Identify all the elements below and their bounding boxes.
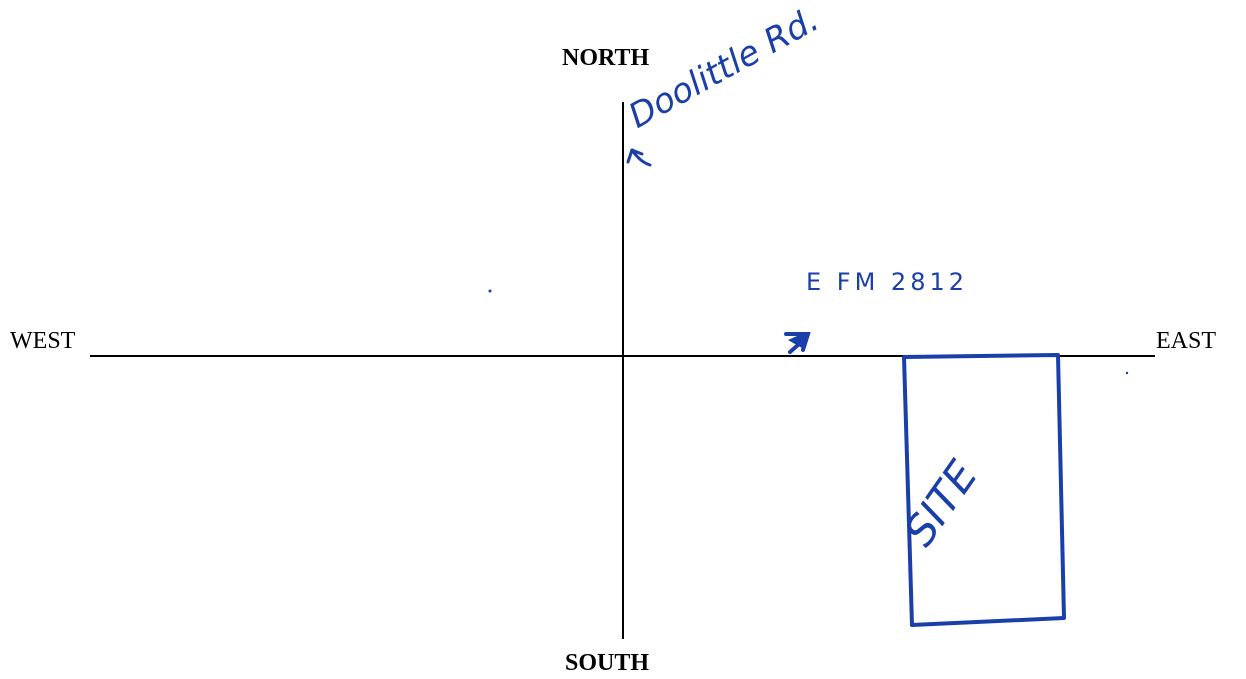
east-label: EAST [1156, 328, 1216, 354]
north-label: NORTH [562, 45, 650, 71]
ink-speck [488, 289, 492, 293]
ink-speck [1125, 371, 1129, 375]
west-label: WEST [10, 328, 76, 354]
north-south-axis [622, 102, 624, 639]
site-boundary [902, 353, 1066, 627]
doolittle-arrow-icon [626, 148, 652, 167]
south-label: SOUTH [565, 650, 650, 676]
fm2812-arrowhead-icon [788, 332, 806, 348]
fm-2812-road-label: E FM 2812 [806, 268, 969, 296]
